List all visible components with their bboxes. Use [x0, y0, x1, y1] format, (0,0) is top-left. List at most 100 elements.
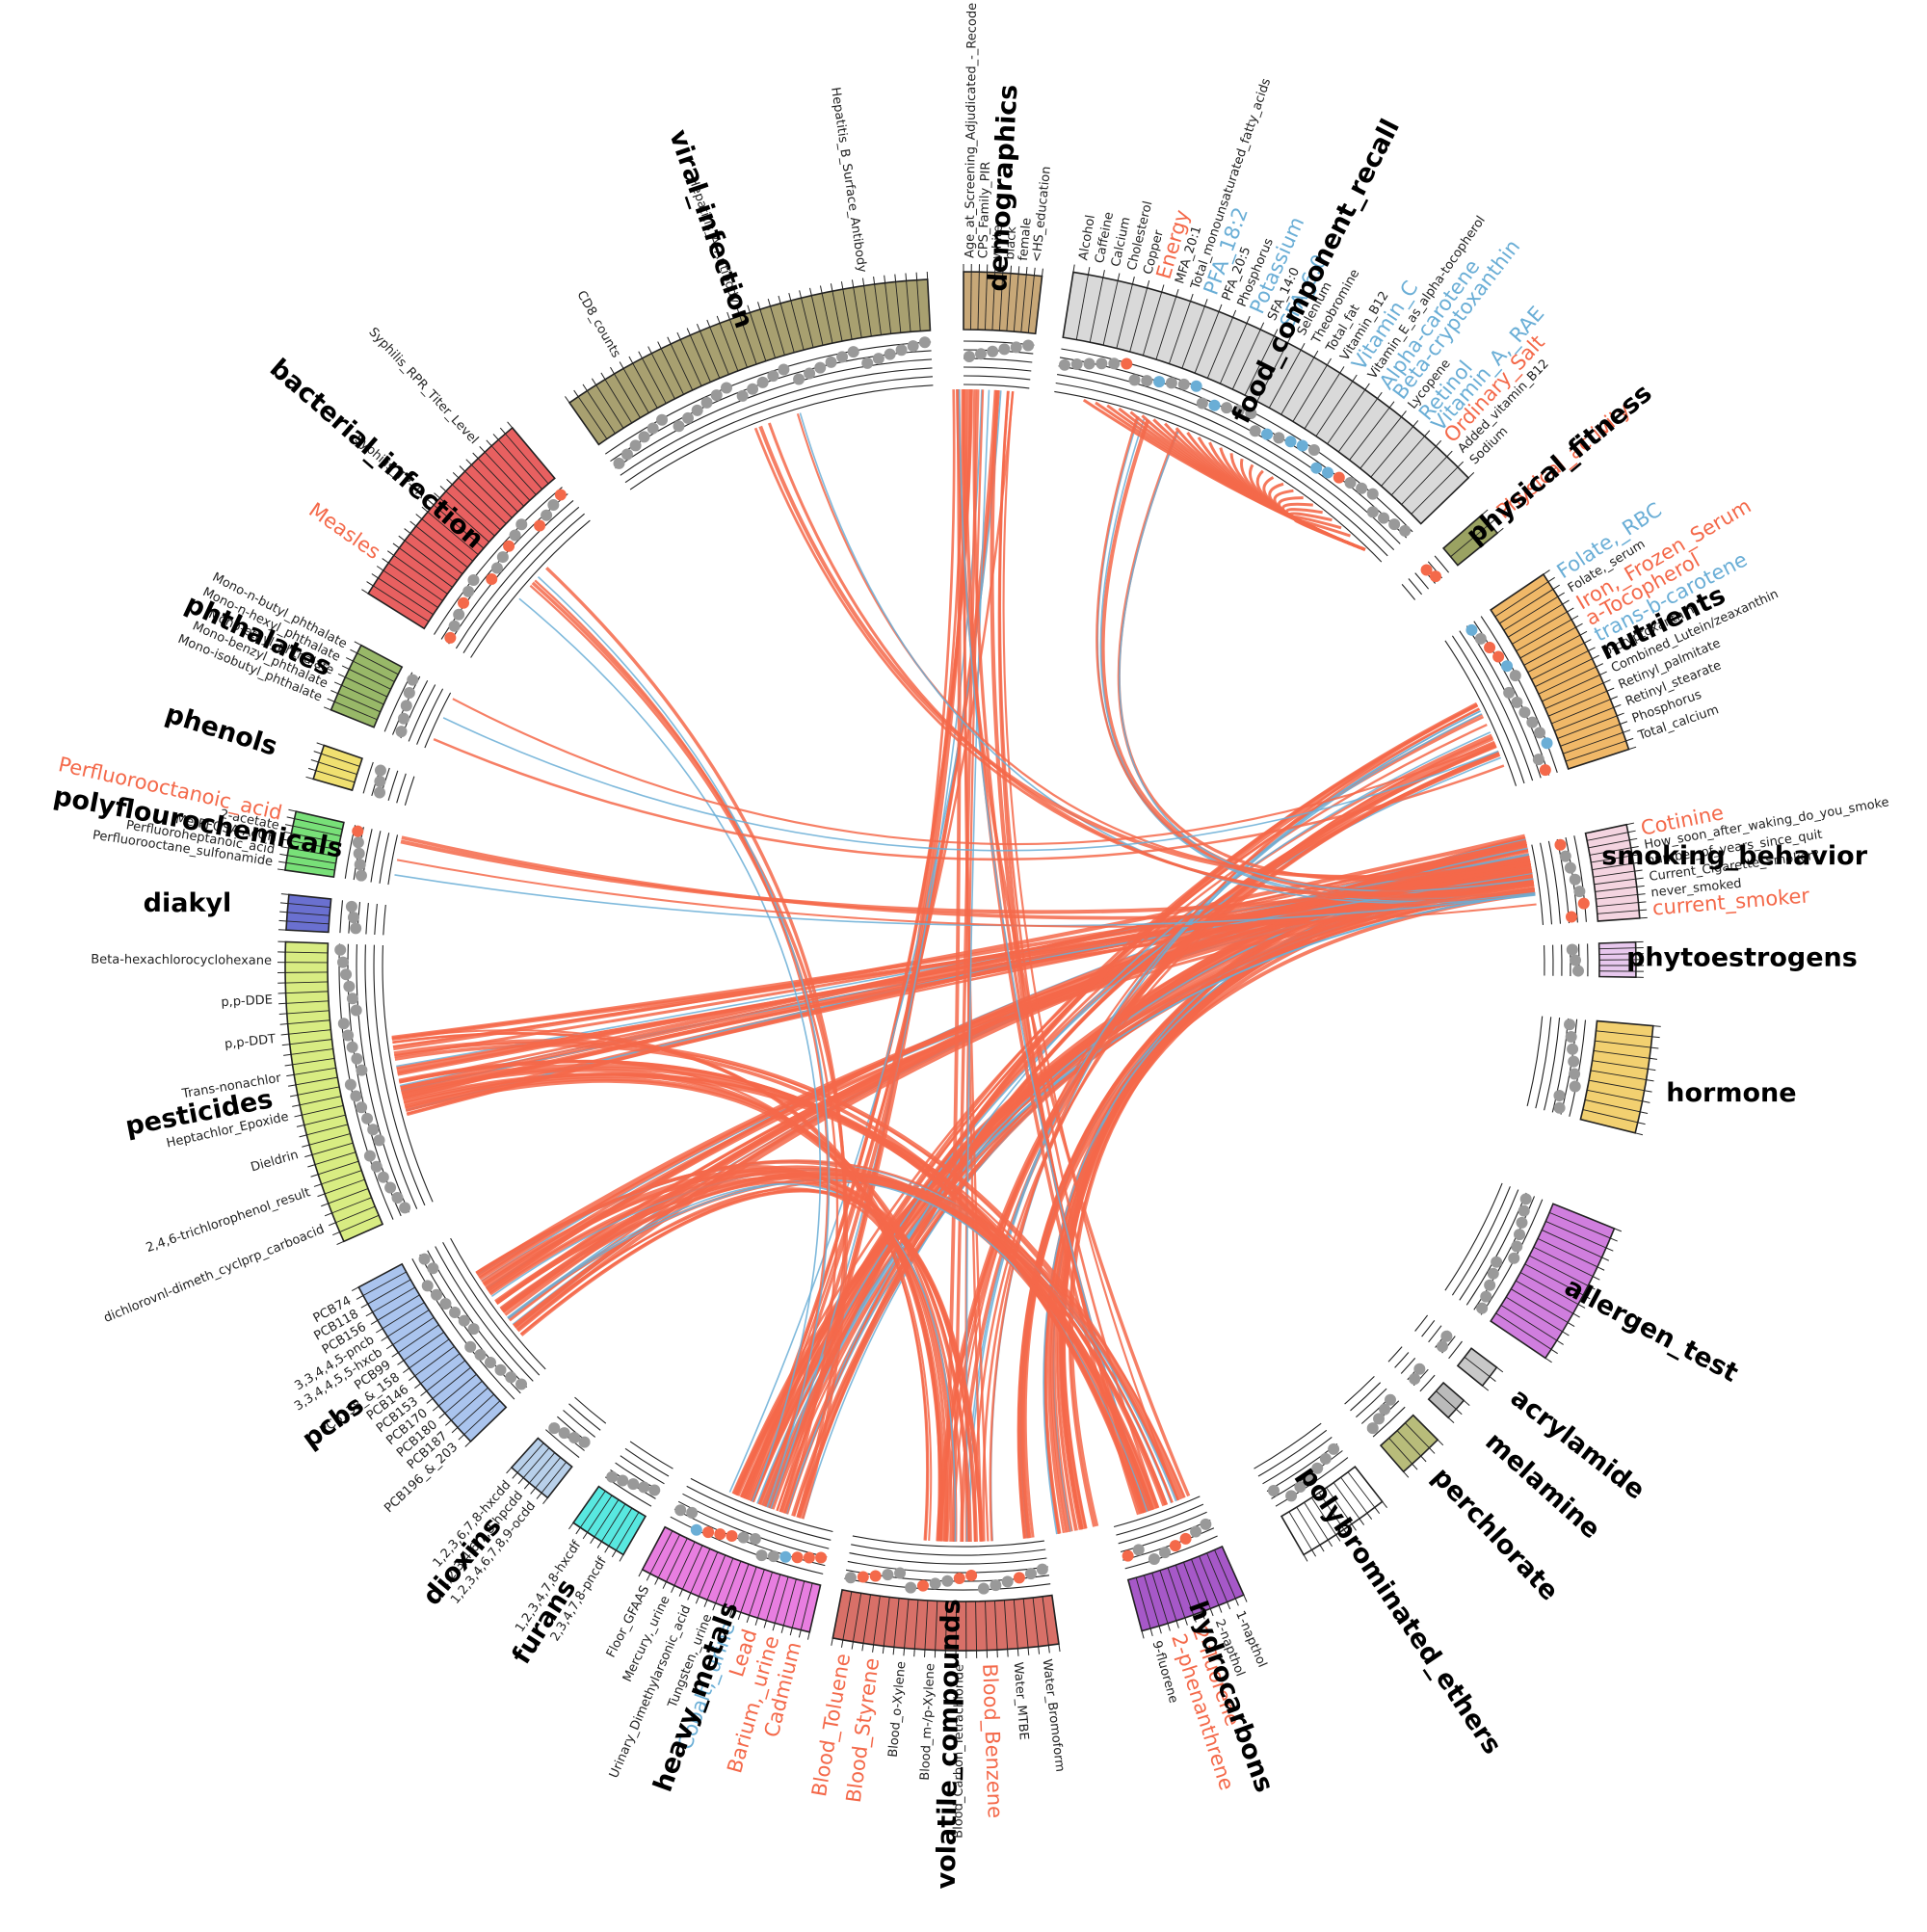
significance-dot	[1488, 1268, 1499, 1280]
significance-dot	[1121, 358, 1132, 370]
significance-dot	[345, 1079, 356, 1091]
significance-dot	[826, 357, 837, 368]
significance-dot	[1518, 1205, 1530, 1217]
variable-label: Blood_o-Xylene	[886, 1661, 910, 1759]
track-line	[964, 384, 1029, 388]
tick	[565, 396, 569, 403]
tick	[367, 582, 374, 586]
tick	[283, 1054, 291, 1055]
category-phth	[324, 642, 450, 748]
track-line	[1429, 1326, 1441, 1342]
tick	[1571, 616, 1578, 620]
tick	[655, 1577, 659, 1584]
tick	[1626, 738, 1634, 741]
tick	[568, 1522, 573, 1529]
tick	[452, 1427, 458, 1432]
tick	[286, 1074, 294, 1075]
variable-label: Syphilis_RPR_Titer_Level	[365, 325, 481, 447]
tick	[508, 422, 513, 428]
tick	[361, 1304, 368, 1308]
tick	[453, 472, 459, 478]
tick	[397, 1361, 404, 1365]
significance-dot	[1399, 525, 1411, 537]
tick	[620, 362, 623, 369]
tick	[372, 573, 379, 577]
tick	[1653, 1026, 1661, 1027]
tick	[679, 1589, 682, 1596]
tick	[1244, 1595, 1247, 1601]
tick	[852, 279, 853, 287]
tick	[279, 920, 287, 921]
tick	[280, 1024, 288, 1025]
tick	[366, 1312, 373, 1316]
tick	[1018, 266, 1019, 274]
tick	[1597, 664, 1603, 667]
tick	[1628, 831, 1636, 833]
tick	[1008, 1650, 1009, 1657]
significance-dot	[1178, 379, 1190, 390]
tick	[1544, 570, 1550, 574]
tick	[328, 699, 334, 701]
significance-dot	[1059, 359, 1070, 371]
significance-dot	[351, 1053, 362, 1065]
significance-dot	[870, 1570, 882, 1581]
tick	[416, 515, 422, 519]
tick	[1563, 1332, 1570, 1336]
significance-dot	[815, 1551, 827, 1563]
tick	[279, 1014, 287, 1015]
significance-dot	[534, 519, 545, 531]
significance-dot	[1333, 472, 1345, 484]
tick	[790, 1628, 792, 1635]
tick	[755, 1618, 757, 1626]
significance-dot	[747, 384, 758, 395]
tick	[1573, 1313, 1580, 1317]
tick	[1219, 1605, 1222, 1612]
tick	[1413, 420, 1418, 426]
significance-dot	[348, 912, 359, 923]
association-link	[1119, 431, 1530, 880]
significance-dot	[449, 1307, 461, 1318]
variable-label: dichlorovnl-dimeth_cyclprp_carboacid	[102, 1222, 327, 1326]
tick	[421, 1391, 427, 1396]
significance-dot	[458, 597, 469, 609]
tick	[460, 465, 465, 471]
significance-dot	[371, 1161, 383, 1173]
significance-dot	[919, 336, 931, 348]
track-line	[1402, 584, 1415, 599]
track-line	[363, 762, 373, 793]
tick	[393, 543, 399, 548]
track-line	[383, 905, 386, 935]
significance-dot	[767, 370, 779, 382]
significance-dot	[1480, 1291, 1491, 1303]
tick	[1048, 1645, 1049, 1653]
tick	[1088, 267, 1089, 275]
significance-dot	[702, 1526, 714, 1538]
tick	[1639, 910, 1647, 911]
significance-dot	[1570, 1081, 1581, 1093]
tick	[371, 1320, 378, 1324]
category-horm	[1527, 1017, 1661, 1135]
significance-dot	[485, 1357, 496, 1368]
significance-dot	[1367, 1422, 1379, 1434]
tick	[427, 1398, 433, 1403]
significance-dot	[1565, 862, 1576, 874]
significance-dot	[1129, 374, 1141, 385]
track-line	[371, 831, 381, 882]
significance-dot	[975, 348, 987, 359]
variable-label: Blood_Benzene	[977, 1663, 1007, 1818]
significance-dot	[342, 1030, 354, 1042]
significance-dot	[1518, 706, 1530, 718]
tick	[1132, 277, 1134, 284]
variable-label: p,p-DDE	[221, 993, 273, 1011]
significance-dot	[1501, 660, 1513, 672]
tick	[1404, 1471, 1409, 1477]
tick	[1401, 410, 1406, 416]
tick	[1620, 722, 1627, 725]
track-line	[1401, 1358, 1415, 1373]
significance-dot	[503, 541, 515, 552]
tick	[605, 1546, 609, 1552]
significance-dot	[1540, 764, 1551, 776]
tick	[410, 521, 416, 526]
significance-dot	[1367, 489, 1379, 500]
